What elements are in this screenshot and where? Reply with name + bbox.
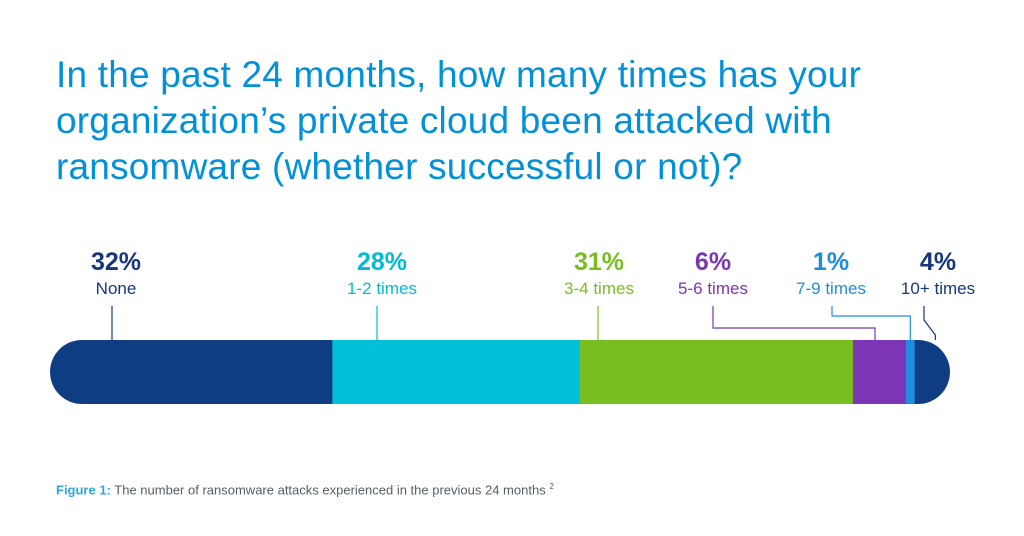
- connector-line-6: [923, 306, 936, 340]
- category-label-3: 3-4 times: [564, 279, 634, 298]
- bar-segment-2: [332, 340, 581, 404]
- value-label-1: 32%: [91, 248, 141, 276]
- bar-segment-4: [852, 340, 907, 404]
- category-label-1: None: [96, 279, 137, 298]
- caption-text: The number of ransomware attacks experie…: [114, 482, 546, 498]
- caption-label: Figure 1:: [56, 482, 111, 498]
- category-label-2: 1-2 times: [347, 279, 417, 298]
- connector-line-5: [831, 306, 911, 340]
- caption-footnote-ref: 2: [549, 482, 554, 491]
- bar-segment-6: [914, 340, 950, 404]
- value-label-4: 6%: [695, 248, 731, 276]
- bar-segment-1: [50, 340, 333, 404]
- value-label-5: 1%: [813, 248, 849, 276]
- title-line-1: In the past 24 months, how many times ha…: [56, 54, 862, 95]
- figure-caption: Figure 1: The number of ransomware attac…: [56, 482, 554, 497]
- value-label-3: 31%: [574, 248, 624, 276]
- category-label-6: 10+ times: [901, 279, 975, 298]
- bar-segment-5: [905, 340, 916, 404]
- title-line-3: ransomware (whether successful or not)?: [56, 146, 743, 187]
- value-label-2: 28%: [357, 248, 407, 276]
- chart-title: In the past 24 months, how many times ha…: [56, 52, 956, 190]
- value-label-6: 4%: [920, 248, 956, 276]
- bar-segment-3: [579, 340, 854, 404]
- category-label-4: 5-6 times: [678, 279, 748, 298]
- category-label-5: 7-9 times: [796, 279, 866, 298]
- connector-line-4: [712, 306, 876, 340]
- title-line-2: organization’s private cloud been attack…: [56, 100, 832, 141]
